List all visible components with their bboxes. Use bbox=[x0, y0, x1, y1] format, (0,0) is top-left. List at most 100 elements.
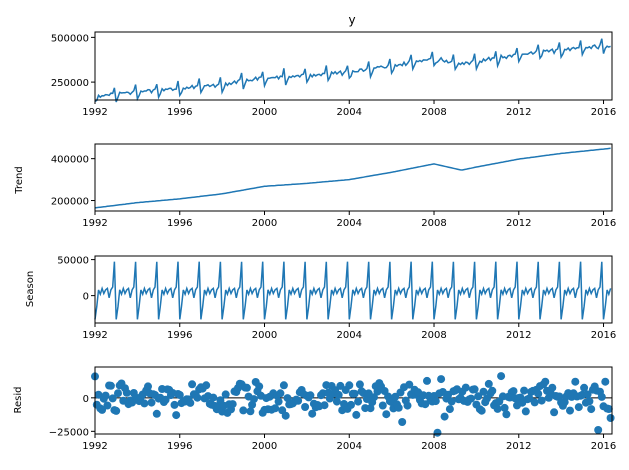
resid-point bbox=[566, 406, 574, 415]
trend-ylabel: Trend bbox=[14, 166, 25, 194]
resid-point bbox=[594, 426, 603, 434]
resid-point bbox=[500, 403, 509, 412]
resid-point bbox=[281, 411, 290, 420]
resid-point bbox=[447, 397, 456, 406]
resid-ylabel: Resid bbox=[13, 387, 24, 414]
resid-point bbox=[497, 372, 506, 381]
resid-point bbox=[398, 418, 407, 426]
x-tick-label: 1996 bbox=[167, 330, 192, 341]
resid-point bbox=[391, 392, 400, 401]
resid-point bbox=[352, 410, 361, 419]
resid-point bbox=[405, 380, 414, 389]
x-tick-label: 2004 bbox=[337, 107, 362, 118]
y-tick-label: 0 bbox=[83, 394, 89, 405]
y-tick-label: 500000 bbox=[51, 33, 89, 44]
resid-point bbox=[276, 389, 285, 398]
resid-point bbox=[574, 403, 583, 412]
resid-point bbox=[301, 403, 310, 411]
x-tick-label: 2004 bbox=[337, 441, 362, 452]
x-tick-label: 1996 bbox=[167, 441, 192, 452]
resid-point bbox=[350, 389, 359, 398]
x-tick-label: 2008 bbox=[421, 218, 446, 229]
x-tick-label: 2008 bbox=[421, 330, 446, 341]
panel-observed: 1992 1996 2000 2004 2008 2012 2016 250000 500000 bbox=[51, 31, 616, 118]
resid-point bbox=[555, 392, 564, 401]
resid-point bbox=[433, 428, 442, 437]
y-tick-label: 200000 bbox=[51, 197, 89, 208]
x-tick-label: 2000 bbox=[252, 107, 277, 118]
x-tick-label: 2004 bbox=[337, 218, 362, 229]
x-tick-label: 2000 bbox=[252, 218, 277, 229]
x-tick-label: 2000 bbox=[252, 441, 277, 452]
resid-point bbox=[521, 407, 530, 416]
resid-point bbox=[144, 382, 152, 391]
resid-point bbox=[502, 410, 511, 419]
resid-point bbox=[583, 390, 592, 399]
resid-point bbox=[461, 383, 470, 392]
resid-point bbox=[186, 398, 195, 407]
resid-point bbox=[112, 406, 121, 415]
x-tick-label: 2012 bbox=[506, 107, 531, 118]
resid-point bbox=[474, 392, 483, 401]
resid-point bbox=[279, 381, 288, 390]
resid-point bbox=[175, 391, 184, 399]
resid-point bbox=[548, 383, 557, 392]
x-tick-label: 2012 bbox=[506, 441, 531, 452]
resid-point bbox=[246, 407, 255, 416]
resid-point bbox=[606, 414, 615, 422]
resid-point bbox=[580, 383, 589, 392]
resid-point bbox=[228, 400, 237, 409]
resid-point bbox=[106, 381, 115, 390]
y-tick-label: 0 bbox=[83, 292, 89, 303]
resid-point bbox=[140, 399, 149, 408]
x-tick-label: 2012 bbox=[506, 218, 531, 229]
resid-point bbox=[431, 397, 440, 406]
resid-point bbox=[308, 409, 317, 418]
axes-frame bbox=[94, 255, 613, 324]
resid-point bbox=[550, 408, 559, 417]
resid-point bbox=[366, 404, 375, 413]
axes-frame bbox=[94, 31, 613, 101]
resid-point bbox=[520, 386, 529, 395]
resid-point bbox=[122, 388, 131, 397]
resid-point bbox=[440, 412, 449, 421]
resid-point bbox=[541, 377, 550, 386]
x-tick-label: 1992 bbox=[82, 441, 107, 452]
season-series-line bbox=[94, 261, 612, 320]
resid-point bbox=[467, 394, 476, 403]
resid-point bbox=[161, 395, 170, 404]
x-tick-label: 1996 bbox=[167, 107, 192, 118]
panel-resid: 1992 1996 2000 2004 2008 2012 2016 −25000 0 bbox=[49, 366, 616, 452]
resid-point bbox=[239, 406, 248, 415]
axes-frame bbox=[94, 366, 613, 435]
resid-point bbox=[437, 375, 446, 384]
resid-point bbox=[571, 377, 580, 386]
x-tick-label: 2016 bbox=[591, 441, 616, 452]
resid-point bbox=[114, 389, 122, 398]
resid-point bbox=[193, 393, 202, 402]
resid-point bbox=[445, 405, 454, 414]
panel-season: 1992 1996 2000 2004 2008 2012 2016 0 50000 bbox=[57, 255, 616, 341]
resid-point bbox=[221, 390, 230, 399]
resid-point bbox=[382, 410, 391, 419]
resid-point bbox=[188, 380, 197, 389]
resid-point bbox=[332, 397, 341, 406]
x-tick-label: 1992 bbox=[82, 107, 107, 118]
resid-point bbox=[334, 390, 343, 399]
observed-series-line bbox=[94, 38, 611, 103]
resid-point bbox=[242, 383, 251, 392]
resid-point bbox=[274, 397, 283, 406]
resid-point bbox=[484, 379, 493, 388]
resid-point bbox=[103, 401, 112, 410]
resid-point bbox=[255, 382, 264, 391]
season-ylabel: Season bbox=[25, 271, 36, 307]
resid-point bbox=[597, 392, 606, 401]
y-tick-label: 50000 bbox=[57, 256, 89, 267]
resid-point bbox=[347, 400, 355, 409]
resid-point bbox=[604, 405, 613, 413]
resid-point bbox=[202, 381, 211, 390]
resid-point bbox=[470, 385, 479, 394]
y-tick-label: 400000 bbox=[51, 155, 89, 166]
x-tick-label: 2016 bbox=[591, 218, 616, 229]
x-tick-label: 2004 bbox=[337, 330, 362, 341]
